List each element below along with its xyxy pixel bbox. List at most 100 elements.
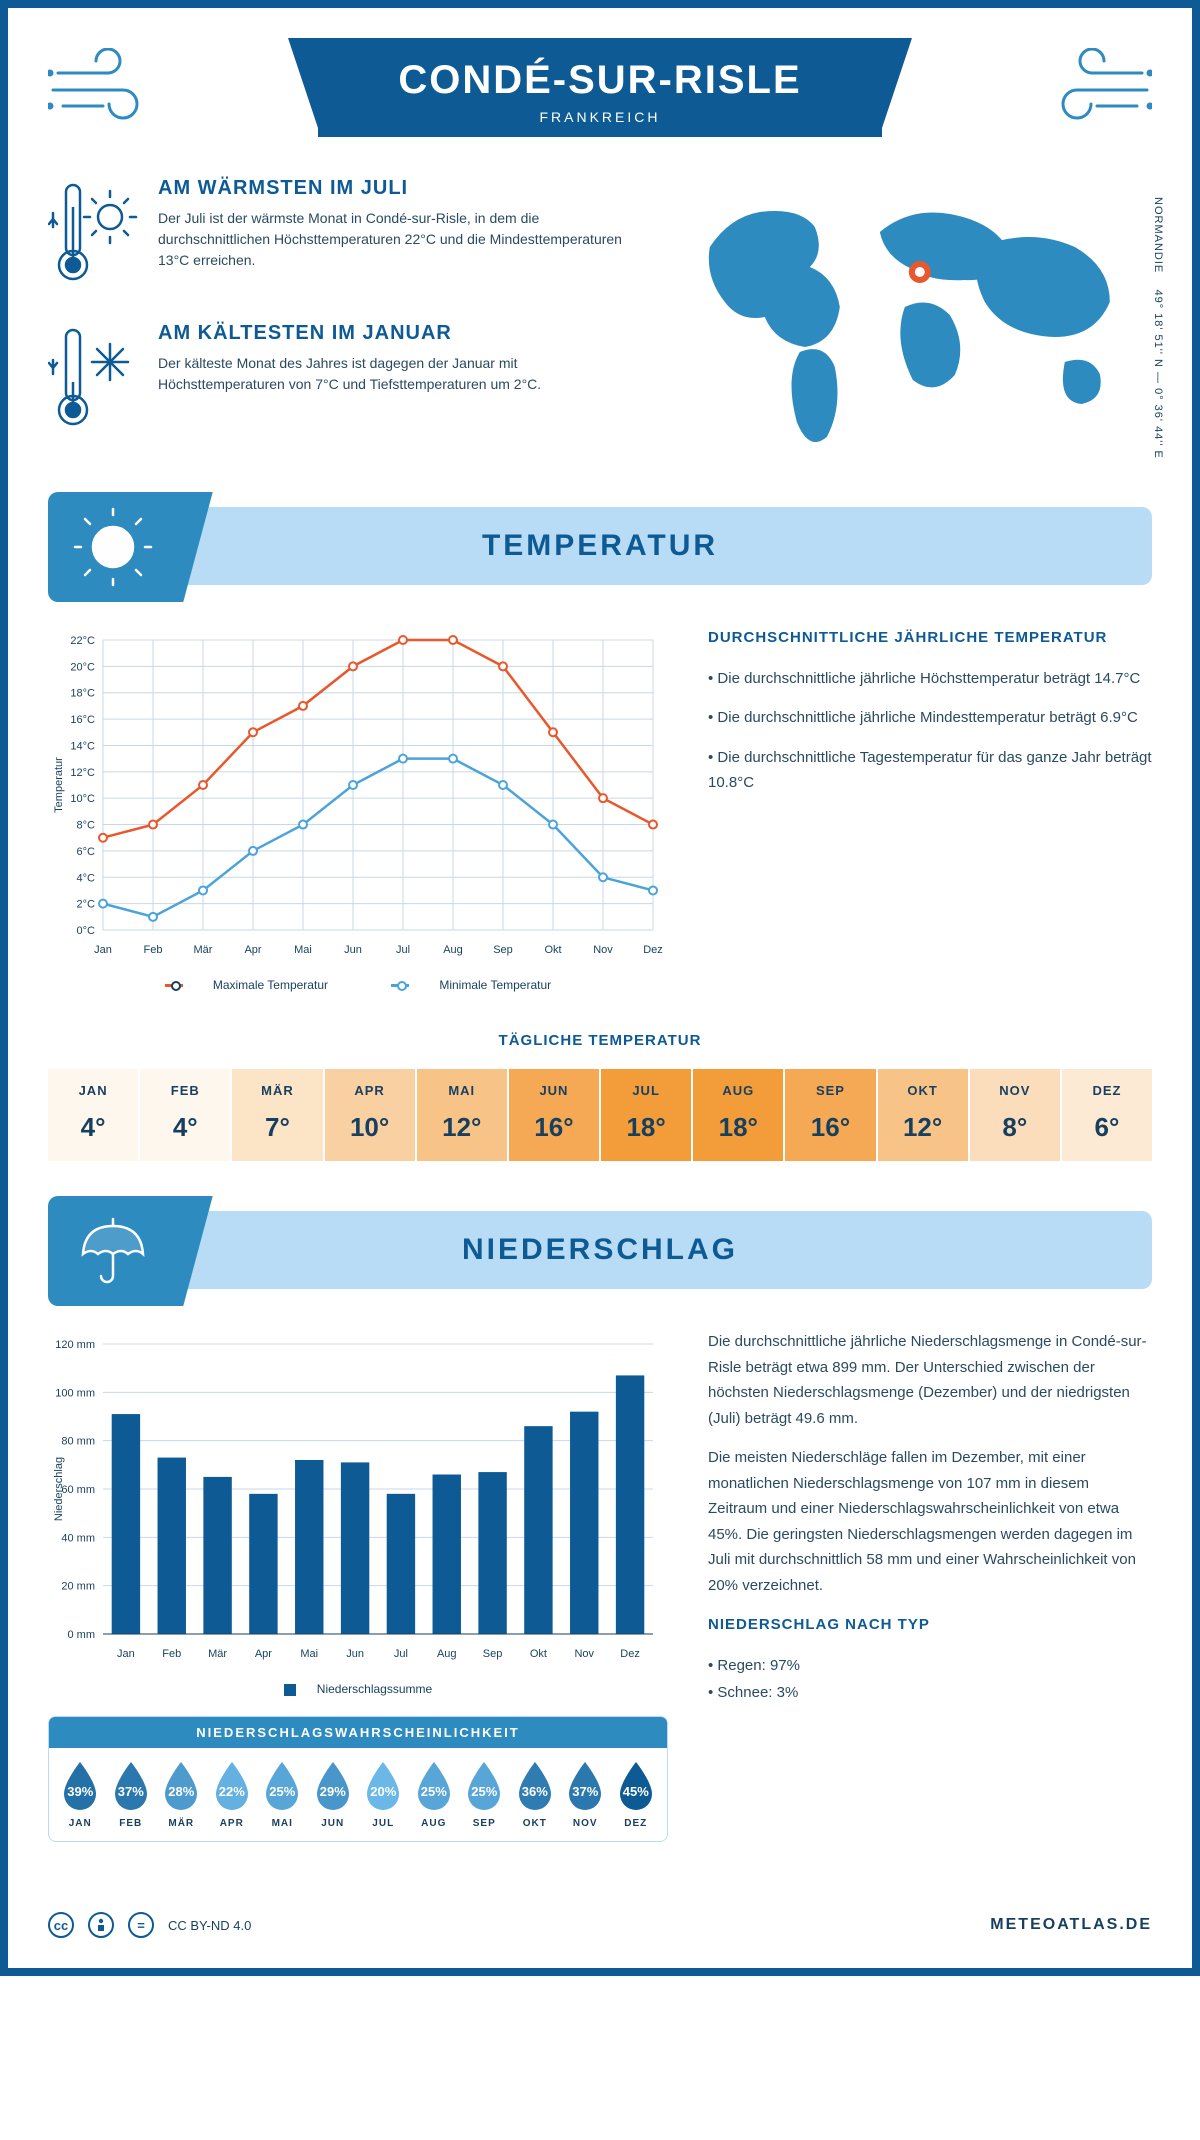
daily-cell: OKT12° bbox=[878, 1069, 970, 1161]
wind-icon bbox=[1042, 48, 1152, 133]
temp-row: 0°C2°C4°C6°C8°C10°C12°C14°C16°C18°C20°C2… bbox=[48, 625, 1152, 992]
prob-cell: 25%AUG bbox=[411, 1760, 458, 1829]
precip-legend: Niederschlagssumme bbox=[48, 1682, 668, 1696]
svg-text:Jan: Jan bbox=[94, 944, 112, 956]
prob-cell: 20%JUL bbox=[360, 1760, 407, 1829]
prob-cell: 36%OKT bbox=[512, 1760, 559, 1829]
temp-legend: .lg-sw:after{border-color:inherit}Maxima… bbox=[48, 978, 668, 992]
svg-text:60 mm: 60 mm bbox=[61, 1484, 95, 1496]
svg-text:Feb: Feb bbox=[162, 1648, 181, 1660]
svg-text:100 mm: 100 mm bbox=[55, 1387, 95, 1399]
svg-text:Jan: Jan bbox=[117, 1648, 135, 1660]
precip-text-col: Die durchschnittliche jährliche Niedersc… bbox=[708, 1329, 1152, 1842]
svg-text:Jun: Jun bbox=[346, 1648, 364, 1660]
prob-cell: 37%FEB bbox=[108, 1760, 155, 1829]
nd-icon: = bbox=[128, 1912, 154, 1938]
svg-text:Dez: Dez bbox=[620, 1648, 640, 1660]
daily-cell: SEP16° bbox=[785, 1069, 877, 1161]
precip-para: Die meisten Niederschläge fallen im Deze… bbox=[708, 1445, 1152, 1598]
svg-text:Okt: Okt bbox=[544, 944, 561, 956]
cold-text: Der kälteste Monat des Jahres ist dagege… bbox=[158, 353, 628, 395]
temp-title: TEMPERATUR bbox=[48, 529, 1152, 563]
precip-type-title: NIEDERSCHLAG NACH TYP bbox=[708, 1612, 1152, 1638]
footer: cc = CC BY-ND 4.0 METEOATLAS.DE bbox=[48, 1882, 1152, 1968]
sun-icon bbox=[48, 492, 178, 602]
svg-text:Apr: Apr bbox=[255, 1648, 272, 1660]
prob-cell: 28%MÄR bbox=[158, 1760, 205, 1829]
daily-cell: JAN4° bbox=[48, 1069, 140, 1161]
svg-text:Niederschlag: Niederschlag bbox=[53, 1457, 65, 1521]
svg-text:Mär: Mär bbox=[208, 1648, 227, 1660]
precip-row: 0 mm20 mm40 mm60 mm80 mm100 mm120 mmJanF… bbox=[48, 1329, 1152, 1842]
svg-text:Nov: Nov bbox=[574, 1648, 594, 1660]
thermometer-hot-icon bbox=[48, 177, 138, 292]
svg-text:Sep: Sep bbox=[483, 1648, 503, 1660]
svg-text:0 mm: 0 mm bbox=[68, 1629, 96, 1641]
svg-text:Mai: Mai bbox=[294, 944, 312, 956]
title-ribbon: CONDÉ-SUR-RISLE FRANKREICH bbox=[318, 38, 881, 137]
daily-cell: APR10° bbox=[325, 1069, 417, 1161]
svg-text:16°C: 16°C bbox=[70, 714, 95, 726]
daily-cell: MAI12° bbox=[417, 1069, 509, 1161]
umbrella-icon bbox=[48, 1196, 178, 1306]
svg-text:Temperatur: Temperatur bbox=[53, 757, 65, 813]
precip-chart-col: 0 mm20 mm40 mm60 mm80 mm100 mm120 mmJanF… bbox=[48, 1329, 668, 1842]
svg-text:18°C: 18°C bbox=[70, 688, 95, 700]
country-subtitle: FRANKREICH bbox=[398, 109, 801, 125]
precip-para: Die durchschnittliche jährliche Niedersc… bbox=[708, 1329, 1152, 1431]
page: CONDÉ-SUR-RISLE FRANKREICH AM WÄRMSTEN I… bbox=[0, 0, 1200, 1976]
license-text: CC BY-ND 4.0 bbox=[168, 1918, 251, 1933]
daily-temp-grid: JAN4°FEB4°MÄR7°APR10°MAI12°JUN16°JUL18°A… bbox=[48, 1069, 1152, 1161]
svg-text:Dez: Dez bbox=[643, 944, 663, 956]
hot-fact: AM WÄRMSTEN IM JULI Der Juli ist der wär… bbox=[48, 177, 628, 292]
prob-title: NIEDERSCHLAGSWAHRSCHEINLICHKEIT bbox=[49, 1717, 667, 1748]
temp-text-title: DURCHSCHNITTLICHE JÄHRLICHE TEMPERATUR bbox=[708, 625, 1152, 651]
svg-text:Sep: Sep bbox=[493, 944, 513, 956]
daily-cell: AUG18° bbox=[693, 1069, 785, 1161]
intro-row: AM WÄRMSTEN IM JULI Der Juli ist der wär… bbox=[48, 177, 1152, 467]
daily-cell: NOV8° bbox=[970, 1069, 1062, 1161]
svg-text:Feb: Feb bbox=[144, 944, 163, 956]
svg-text:120 mm: 120 mm bbox=[55, 1339, 95, 1351]
daily-cell: JUN16° bbox=[509, 1069, 601, 1161]
prob-row: 39%JAN37%FEB28%MÄR22%APR25%MAI29%JUN20%J… bbox=[49, 1748, 667, 1841]
prob-cell: 25%MAI bbox=[259, 1760, 306, 1829]
daily-cell: MÄR7° bbox=[232, 1069, 324, 1161]
precip-title: NIEDERSCHLAG bbox=[48, 1233, 1152, 1267]
probability-box: NIEDERSCHLAGSWAHRSCHEINLICHKEIT 39%JAN37… bbox=[48, 1716, 668, 1842]
map-column: NORMANDIE 49° 18' 51'' N — 0° 36' 44'' E bbox=[668, 177, 1152, 467]
facts-column: AM WÄRMSTEN IM JULI Der Juli ist der wär… bbox=[48, 177, 628, 467]
raindrop-icon: 39% bbox=[57, 1760, 104, 1812]
svg-text:Okt: Okt bbox=[530, 1648, 547, 1660]
raindrop-icon: 36% bbox=[512, 1760, 559, 1812]
by-icon bbox=[88, 1912, 114, 1938]
map-marker-icon bbox=[909, 261, 931, 283]
cc-icon: cc bbox=[48, 1912, 74, 1938]
svg-text:Mär: Mär bbox=[194, 944, 213, 956]
svg-text:Nov: Nov bbox=[593, 944, 613, 956]
raindrop-icon: 28% bbox=[158, 1760, 205, 1812]
svg-text:20 mm: 20 mm bbox=[61, 1581, 95, 1593]
svg-text:Mai: Mai bbox=[300, 1648, 318, 1660]
raindrop-icon: 25% bbox=[461, 1760, 508, 1812]
daily-cell: FEB4° bbox=[140, 1069, 232, 1161]
header: CONDÉ-SUR-RISLE FRANKREICH bbox=[48, 38, 1152, 137]
svg-text:80 mm: 80 mm bbox=[61, 1436, 95, 1448]
raindrop-icon: 20% bbox=[360, 1760, 407, 1812]
raindrop-icon: 25% bbox=[411, 1760, 458, 1812]
temp-bullet: • Die durchschnittliche jährliche Höchst… bbox=[708, 666, 1152, 692]
world-map bbox=[668, 177, 1152, 457]
precip-type: • Schnee: 3% bbox=[708, 1680, 1152, 1706]
city-title: CONDÉ-SUR-RISLE bbox=[398, 58, 801, 103]
precip-section-header: NIEDERSCHLAG bbox=[48, 1211, 1152, 1289]
hot-text: Der Juli ist der wärmste Monat in Condé-… bbox=[158, 208, 628, 271]
brand-text: METEOATLAS.DE bbox=[990, 1916, 1152, 1934]
raindrop-icon: 22% bbox=[209, 1760, 256, 1812]
prob-cell: 39%JAN bbox=[57, 1760, 104, 1829]
precipitation-bar-chart: 0 mm20 mm40 mm60 mm80 mm100 mm120 mmJanF… bbox=[48, 1329, 668, 1669]
svg-text:4°C: 4°C bbox=[77, 872, 96, 884]
svg-text:20°C: 20°C bbox=[70, 661, 95, 673]
cold-title: AM KÄLTESTEN IM JANUAR bbox=[158, 322, 628, 345]
raindrop-icon: 25% bbox=[259, 1760, 306, 1812]
wind-icon bbox=[48, 48, 158, 133]
